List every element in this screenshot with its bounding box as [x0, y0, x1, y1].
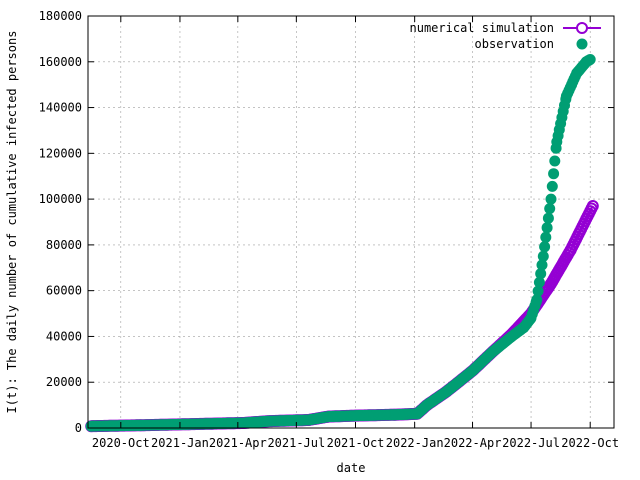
y-tick-label: 100000: [39, 192, 82, 206]
legend-label: observation: [475, 37, 554, 51]
x-tick-label: 2021-Apr: [209, 436, 267, 450]
y-axis-label: I(t): The daily number of cumulative inf…: [5, 31, 19, 414]
x-tick-label: 2021-Oct: [327, 436, 385, 450]
observation-point: [535, 268, 547, 280]
observation-point: [584, 54, 596, 65]
observation-point: [549, 155, 561, 167]
observation-point: [537, 250, 549, 262]
x-tick-label: 2021-Jan: [151, 436, 209, 450]
legend-entry: observation: [475, 37, 588, 51]
y-tick-label: 140000: [39, 101, 82, 115]
legend-label: numerical simulation: [410, 21, 555, 35]
legend-marker: [576, 38, 588, 50]
observation-point: [539, 241, 551, 253]
plot-frame: [87, 15, 615, 429]
x-tick-label: 2020-Oct: [92, 436, 150, 450]
x-tick-label: 2022-Apr: [444, 436, 502, 450]
x-tick-label: 2022-Oct: [561, 436, 619, 450]
y-tick-label: 120000: [39, 146, 82, 160]
legend: numerical simulation observation: [410, 21, 601, 51]
observation-point: [544, 203, 556, 215]
y-tick-label: 60000: [46, 284, 82, 298]
x-tick-label: 2021-Jul: [267, 436, 325, 450]
observation-point: [541, 222, 553, 234]
observation-point: [533, 276, 545, 288]
y-tick-label: 80000: [46, 238, 82, 252]
observation-point: [540, 231, 552, 243]
observation-point: [548, 168, 560, 180]
observation-point: [545, 193, 557, 205]
y-tick-label: 20000: [46, 375, 82, 389]
x-axis: 2020-Oct 2021-Jan 2021-Apr 2021-Jul 2021-Oct…: [92, 16, 619, 450]
y-tick-label: 160000: [39, 55, 82, 69]
x-axis-label: date: [337, 461, 366, 475]
y-tick-label: 0: [75, 421, 82, 435]
legend-entry: numerical simulation: [410, 21, 601, 35]
y-tick-label: 180000: [39, 9, 82, 23]
observation-point: [532, 285, 544, 297]
y-tick-label: 40000: [46, 329, 82, 343]
x-tick-label: 2022-Jul: [502, 436, 560, 450]
y-axis: 0 20000 40000 60000 80000 100000 120000 140000 1…: [39, 9, 614, 435]
simulation-point: [586, 200, 599, 212]
observation-point: [536, 259, 548, 271]
x-tick-label: 2022-Jan: [386, 436, 444, 450]
observation-point: [531, 294, 543, 306]
series-layer: [85, 54, 599, 433]
observation-point: [542, 212, 554, 224]
observation-point: [546, 180, 558, 192]
legend-marker: [576, 22, 588, 34]
